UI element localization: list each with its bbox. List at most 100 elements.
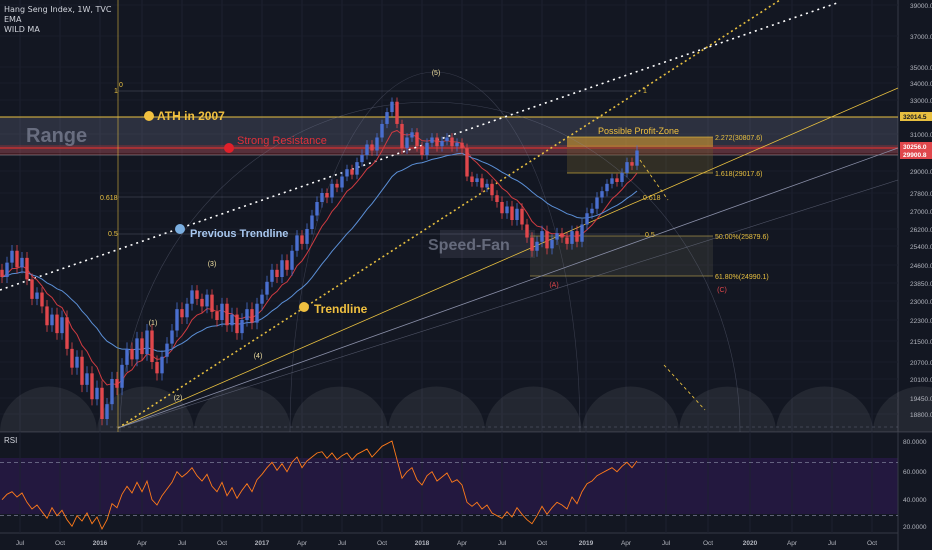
- time-tick-20: Jul: [828, 540, 837, 547]
- candle-body-78: [390, 101, 394, 113]
- price-tick-2: 35000.0: [910, 65, 932, 72]
- candle-body-6: [30, 279, 34, 299]
- wild-ma-line: [1, 152, 638, 352]
- ema-legend[interactable]: EMA: [4, 15, 22, 24]
- projection-arrow-1: [639, 159, 669, 201]
- fib-level-label-0: 2.272(30807.6): [715, 135, 762, 142]
- cycle-arc-9: [873, 386, 932, 432]
- cycle-arc-3: [291, 386, 388, 432]
- candle-body-126: [630, 162, 634, 166]
- price-tick-0: 39000.0: [910, 3, 932, 10]
- time-tick-18: 2020: [743, 540, 758, 547]
- resistance-marker: [224, 143, 234, 153]
- wild-ma-legend[interactable]: WILD MA: [4, 25, 40, 34]
- candle-body-33: [165, 343, 169, 357]
- time-tick-16: Jul: [662, 540, 671, 547]
- time-tick-15: Apr: [621, 540, 632, 547]
- rsi-title: RSI: [4, 436, 17, 445]
- candle-body-111: [555, 233, 559, 240]
- candle-body-38: [190, 290, 194, 304]
- price-badge-1: [900, 142, 932, 151]
- candle-body-18: [90, 373, 94, 400]
- candle-body-60: [300, 235, 304, 244]
- price-tick-10: 27800.0: [910, 191, 932, 198]
- trendline: [117, 0, 781, 429]
- speed-fan-line-3: [117, 179, 899, 429]
- price-tick-19: 20700.0: [910, 360, 932, 367]
- candle-body-114: [570, 231, 574, 244]
- time-tick-7: Apr: [297, 540, 308, 547]
- candle-body-90: [450, 137, 454, 147]
- candle-body-48: [240, 320, 244, 334]
- price-tick-20: 20100.0: [910, 377, 932, 384]
- profit-zone-top: [567, 137, 713, 147]
- candle-body-80: [400, 123, 404, 149]
- candle-body-65: [325, 193, 329, 198]
- candle-body-61: [305, 229, 309, 244]
- candle-body-119: [595, 197, 599, 209]
- candle-body-57: [285, 260, 289, 270]
- time-tick-2: 2016: [93, 540, 108, 547]
- candle-body-117: [585, 213, 589, 225]
- candle-body-122: [610, 178, 614, 184]
- candle-body-20: [100, 387, 104, 419]
- candle-body-3: [15, 250, 19, 268]
- price-tick-12: 26200.0: [910, 227, 932, 234]
- candle-body-34: [170, 330, 174, 344]
- rsi-band: [0, 458, 898, 514]
- range-label: Range: [26, 125, 87, 147]
- candle-body-100: [500, 202, 504, 214]
- fib-level-label-3: 61.80%(24990.1): [715, 274, 769, 281]
- fan-label-5: 0.618: [643, 195, 661, 202]
- rsi-tick-0: 80.0000: [903, 439, 927, 446]
- candle-body-45: [225, 303, 229, 326]
- time-tick-12: Jul: [498, 540, 507, 547]
- candle-body-73: [365, 144, 369, 156]
- candle-body-5: [25, 257, 29, 280]
- previous-trendline-label: Previous Trendline: [190, 228, 288, 240]
- trendline-marker: [299, 302, 309, 312]
- candle-body-35: [175, 309, 179, 331]
- candle-body-9: [45, 306, 49, 326]
- candle-body-29: [145, 330, 149, 355]
- speed-fan-line-2: [117, 147, 899, 429]
- price-badge-label-1: 30256.0: [903, 144, 927, 151]
- candle-body-104: [520, 208, 524, 225]
- candle-body-123: [615, 178, 619, 182]
- fan-label-0: 0: [119, 82, 123, 89]
- candle-body-24: [120, 364, 124, 388]
- cycle-arc-5: [485, 386, 582, 432]
- wave-label-c: (C): [717, 287, 727, 294]
- candle-body-102: [510, 206, 514, 220]
- price-tick-22: 18800.0: [910, 412, 932, 419]
- candle-body-15: [75, 356, 79, 368]
- candle-body-50: [250, 309, 254, 323]
- candle-body-120: [600, 191, 604, 198]
- candle-body-115: [575, 231, 579, 242]
- wave-label-a: (A): [549, 282, 558, 289]
- price-tick-1: 37000.0: [910, 34, 932, 41]
- speed-fan-line-1: [117, 87, 899, 429]
- candle-body-66: [330, 183, 334, 198]
- candle-body-99: [495, 195, 499, 202]
- candle-body-105: [525, 224, 529, 238]
- cycle-arc-0: [0, 386, 97, 432]
- candle-body-94: [470, 176, 474, 182]
- candle-body-83: [415, 132, 419, 147]
- candle-body-41: [205, 294, 209, 307]
- candle-body-106: [530, 237, 534, 251]
- candle-body-68: [340, 176, 344, 188]
- ath-label: ATH in 2007: [157, 109, 225, 123]
- price-tick-3: 34000.0: [910, 81, 932, 88]
- time-tick-17: Oct: [703, 540, 713, 547]
- candle-body-124: [620, 172, 624, 182]
- candle-body-12: [60, 317, 64, 334]
- candle-body-21: [105, 404, 109, 419]
- price-tick-15: 23850.0: [910, 281, 932, 288]
- time-tick-9: Oct: [377, 540, 387, 547]
- time-tick-5: Oct: [217, 540, 227, 547]
- candle-body-43: [215, 311, 219, 320]
- candle-body-52: [260, 294, 264, 304]
- candle-body-23: [115, 379, 119, 388]
